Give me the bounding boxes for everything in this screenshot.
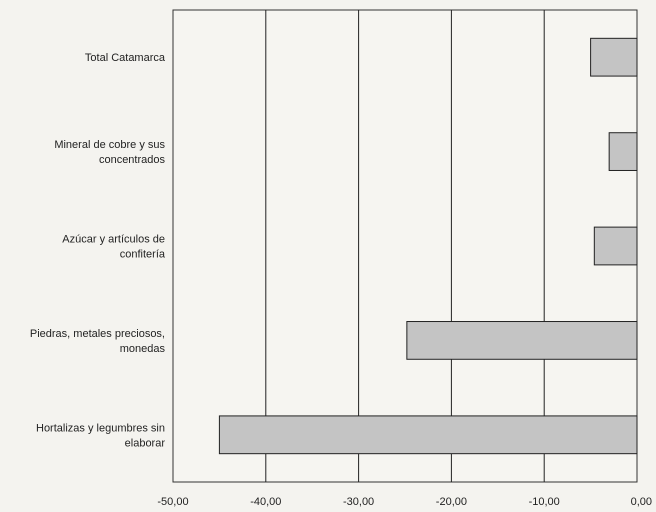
x-tick-label-1: -40,00 xyxy=(250,496,281,508)
category-label-3: Piedras, metales preciosos, monedas xyxy=(30,328,166,355)
x-tick-label-4: -10,00 xyxy=(529,496,560,508)
x-tick-label-2: -30,00 xyxy=(343,496,374,508)
category-label-2: Azúcar y artículos de confitería xyxy=(62,234,166,261)
bar-1 xyxy=(608,132,638,171)
bar-4 xyxy=(218,415,638,455)
category-labels: Total Catamarca Mineral de cobre y sus con… xyxy=(30,52,166,449)
x-tick-label-0: -50,00 xyxy=(157,496,188,508)
bar-3 xyxy=(406,321,638,360)
category-label-0: Total Catamarca xyxy=(85,52,166,64)
bars xyxy=(218,37,638,455)
bar-0 xyxy=(590,37,638,77)
x-tick-label-5: 0,00 xyxy=(631,496,652,508)
category-label-4: Hortalizas y legumbres sin elaborar xyxy=(36,422,165,449)
x-tick-label-3: -20,00 xyxy=(436,496,467,508)
category-label-1: Mineral de cobre y sus concentrados xyxy=(54,139,165,166)
x-tick-labels: -50,00 -40,00 -30,00 -20,00 -10,00 0,00 xyxy=(157,496,652,508)
bar-2 xyxy=(593,226,638,266)
grid-lines xyxy=(265,10,545,482)
plot-area xyxy=(172,9,638,483)
